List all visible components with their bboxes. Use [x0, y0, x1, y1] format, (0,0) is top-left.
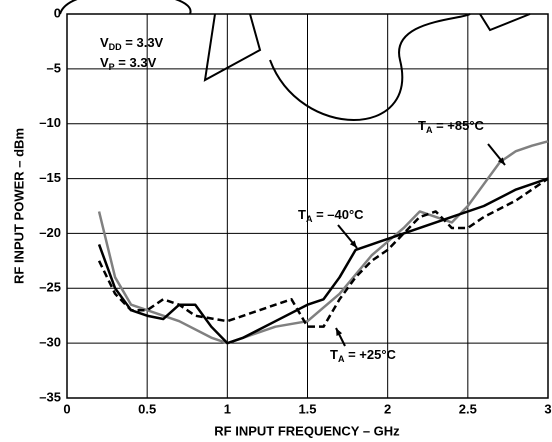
label-text: T	[298, 207, 306, 222]
x-tick-label: 1.5	[298, 401, 316, 416]
series-label: TA = +25°C	[330, 347, 397, 364]
y-tick-label: –25	[39, 280, 61, 295]
y-tick-label: –5	[47, 60, 61, 75]
series-line	[99, 141, 548, 343]
annotation: VP = 3.3V	[100, 55, 157, 72]
label-rest: = 3.3V	[122, 35, 164, 50]
y-tick-label: 0	[54, 5, 61, 20]
label-rest: = 3.3V	[115, 55, 157, 70]
label-text: V	[100, 35, 109, 50]
label-rest: = +85°C	[432, 118, 484, 133]
annotation: VDD = 3.3V	[100, 35, 164, 52]
label-text: T	[418, 118, 426, 133]
x-tick-label: 3	[544, 401, 551, 416]
y-tick-label: –10	[39, 115, 61, 130]
label-subscript: DD	[109, 42, 122, 52]
chart: RF INPUT POWER – dBm RF INPUT FREQUENCY …	[0, 0, 552, 442]
x-axis-label: RF INPUT FREQUENCY – GHz	[214, 423, 400, 438]
label-rest: = +25°C	[344, 347, 396, 362]
x-tick-label: 0.5	[138, 401, 156, 416]
y-axis-label: RF INPUT POWER – dBm	[11, 128, 26, 284]
series-line	[99, 179, 548, 344]
x-tick-label: 2	[384, 401, 391, 416]
label-rest: = –40°C	[312, 207, 364, 222]
x-tick-label: 2.5	[459, 401, 477, 416]
series-label: TA = +85°C	[418, 118, 485, 135]
series-line	[99, 179, 548, 327]
y-tick-label: –30	[39, 335, 61, 350]
y-tick-label: –15	[39, 170, 61, 185]
y-tick-label: –35	[39, 389, 61, 404]
label-text: V	[100, 55, 109, 70]
label-text: T	[330, 347, 338, 362]
x-tick-label: 0	[63, 401, 70, 416]
x-tick-label: 1	[224, 401, 231, 416]
y-tick-label: –20	[39, 225, 61, 240]
